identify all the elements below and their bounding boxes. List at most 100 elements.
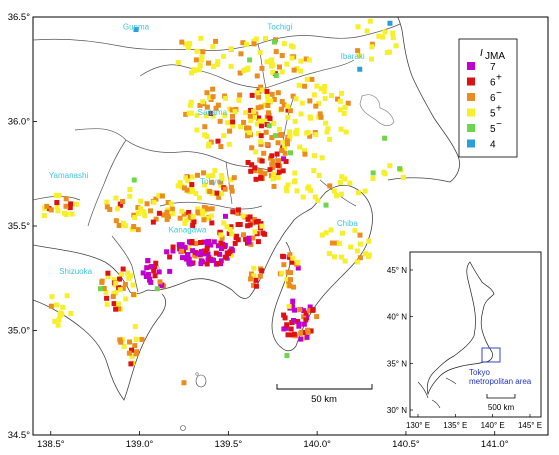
intensity-point	[191, 219, 197, 225]
intensity-point	[264, 141, 270, 147]
intensity-point	[257, 49, 263, 55]
intensity-point	[260, 230, 266, 236]
intensity-point	[48, 303, 54, 309]
intensity-point	[270, 159, 276, 165]
intensity-point	[281, 156, 287, 162]
intensity-point	[113, 280, 119, 286]
intensity-point	[269, 57, 275, 63]
intensity-point	[342, 176, 348, 182]
intensity-point	[186, 259, 192, 265]
intensity-point	[304, 77, 310, 83]
intensity-point	[169, 206, 175, 212]
intensity-point	[195, 206, 201, 212]
intensity-point	[329, 240, 335, 246]
intensity-point	[228, 63, 234, 69]
inset-scale-bar	[486, 394, 516, 399]
intensity-point	[68, 201, 74, 207]
intensity-point	[301, 314, 307, 320]
intensity-point	[337, 98, 343, 104]
x-tick-label: 140.0°	[303, 439, 331, 450]
intensity-point	[128, 273, 134, 279]
intensity-point	[183, 217, 189, 223]
intensity-point	[289, 55, 295, 61]
y-tick-label: 36.5°	[8, 12, 30, 23]
intensity-point	[167, 268, 173, 274]
intensity-point	[327, 183, 333, 189]
intensity-point	[63, 196, 69, 202]
intensity-point	[288, 326, 294, 332]
intensity-point	[267, 167, 273, 173]
intensity-point	[311, 92, 317, 98]
intensity-point	[282, 145, 288, 151]
intensity-point	[126, 350, 132, 356]
intensity-point	[118, 339, 124, 345]
intensity-point	[313, 132, 319, 138]
intensity-point	[115, 206, 121, 212]
intensity-point	[316, 172, 322, 178]
intensity-point	[221, 133, 227, 139]
intensity-point	[63, 211, 69, 217]
intensity-point	[255, 105, 261, 111]
intensity-point	[292, 170, 298, 176]
intensity-point	[283, 185, 289, 191]
intensity-point	[257, 273, 263, 279]
intensity-point	[152, 264, 158, 270]
inset-y-axis: 45° N 40° N 35° N 30° N	[387, 266, 413, 415]
intensity-point	[338, 191, 344, 197]
intensity-point	[334, 240, 340, 246]
intensity-point	[307, 308, 313, 314]
intensity-point	[53, 302, 59, 308]
intensity-point	[299, 100, 305, 106]
intensity-point	[143, 273, 149, 279]
intensity-point	[327, 136, 333, 142]
intensity-point	[247, 113, 253, 119]
intensity-point	[338, 254, 344, 260]
intensity-point	[144, 201, 150, 207]
intensity-point	[135, 210, 141, 216]
intensity-point	[122, 281, 128, 287]
inset-x-label: 145° E	[518, 421, 542, 430]
intensity-point	[370, 175, 376, 181]
intensity-point	[348, 244, 354, 250]
intensity-point	[156, 193, 162, 199]
intensity-point	[282, 315, 288, 321]
intensity-point	[300, 194, 306, 200]
intensity-point	[368, 56, 374, 62]
intensity-point	[52, 318, 58, 324]
intensity-point	[189, 174, 195, 180]
intensity-point	[291, 67, 297, 73]
intensity-point	[200, 49, 206, 55]
intensity-point	[213, 38, 219, 44]
intensity-point	[222, 186, 228, 192]
intensity-point	[218, 182, 224, 188]
intensity-point	[355, 190, 361, 196]
intensity-point	[322, 83, 328, 89]
intensity-point	[218, 144, 224, 150]
intensity-point	[275, 140, 281, 146]
intensity-point	[273, 73, 279, 79]
intensity-point	[117, 201, 123, 207]
intensity-point	[175, 183, 181, 189]
intensity-point	[194, 127, 200, 133]
intensity-point	[365, 254, 371, 260]
intensity-point	[339, 174, 345, 180]
intensity-point	[118, 271, 124, 277]
intensity-point	[164, 209, 170, 215]
inset-area-label-line2: metropolitan area	[469, 377, 532, 386]
intensity-point	[223, 95, 229, 101]
intensity-point	[120, 266, 126, 272]
intensity-point	[288, 150, 293, 156]
intensity-point	[158, 283, 164, 289]
intensity-point	[253, 36, 259, 42]
intensity-point	[187, 102, 193, 108]
intensity-point	[252, 114, 258, 120]
intensity-point	[116, 222, 122, 228]
intensity-point	[113, 306, 119, 312]
x-tick-label: 140.5°	[392, 439, 420, 450]
intensity-point	[184, 256, 190, 262]
intensity-point	[181, 380, 187, 386]
intensity-point	[293, 130, 299, 136]
intensity-point	[258, 84, 264, 90]
prefecture-label-saitama: Saitama	[198, 108, 228, 117]
intensity-point	[369, 41, 375, 47]
